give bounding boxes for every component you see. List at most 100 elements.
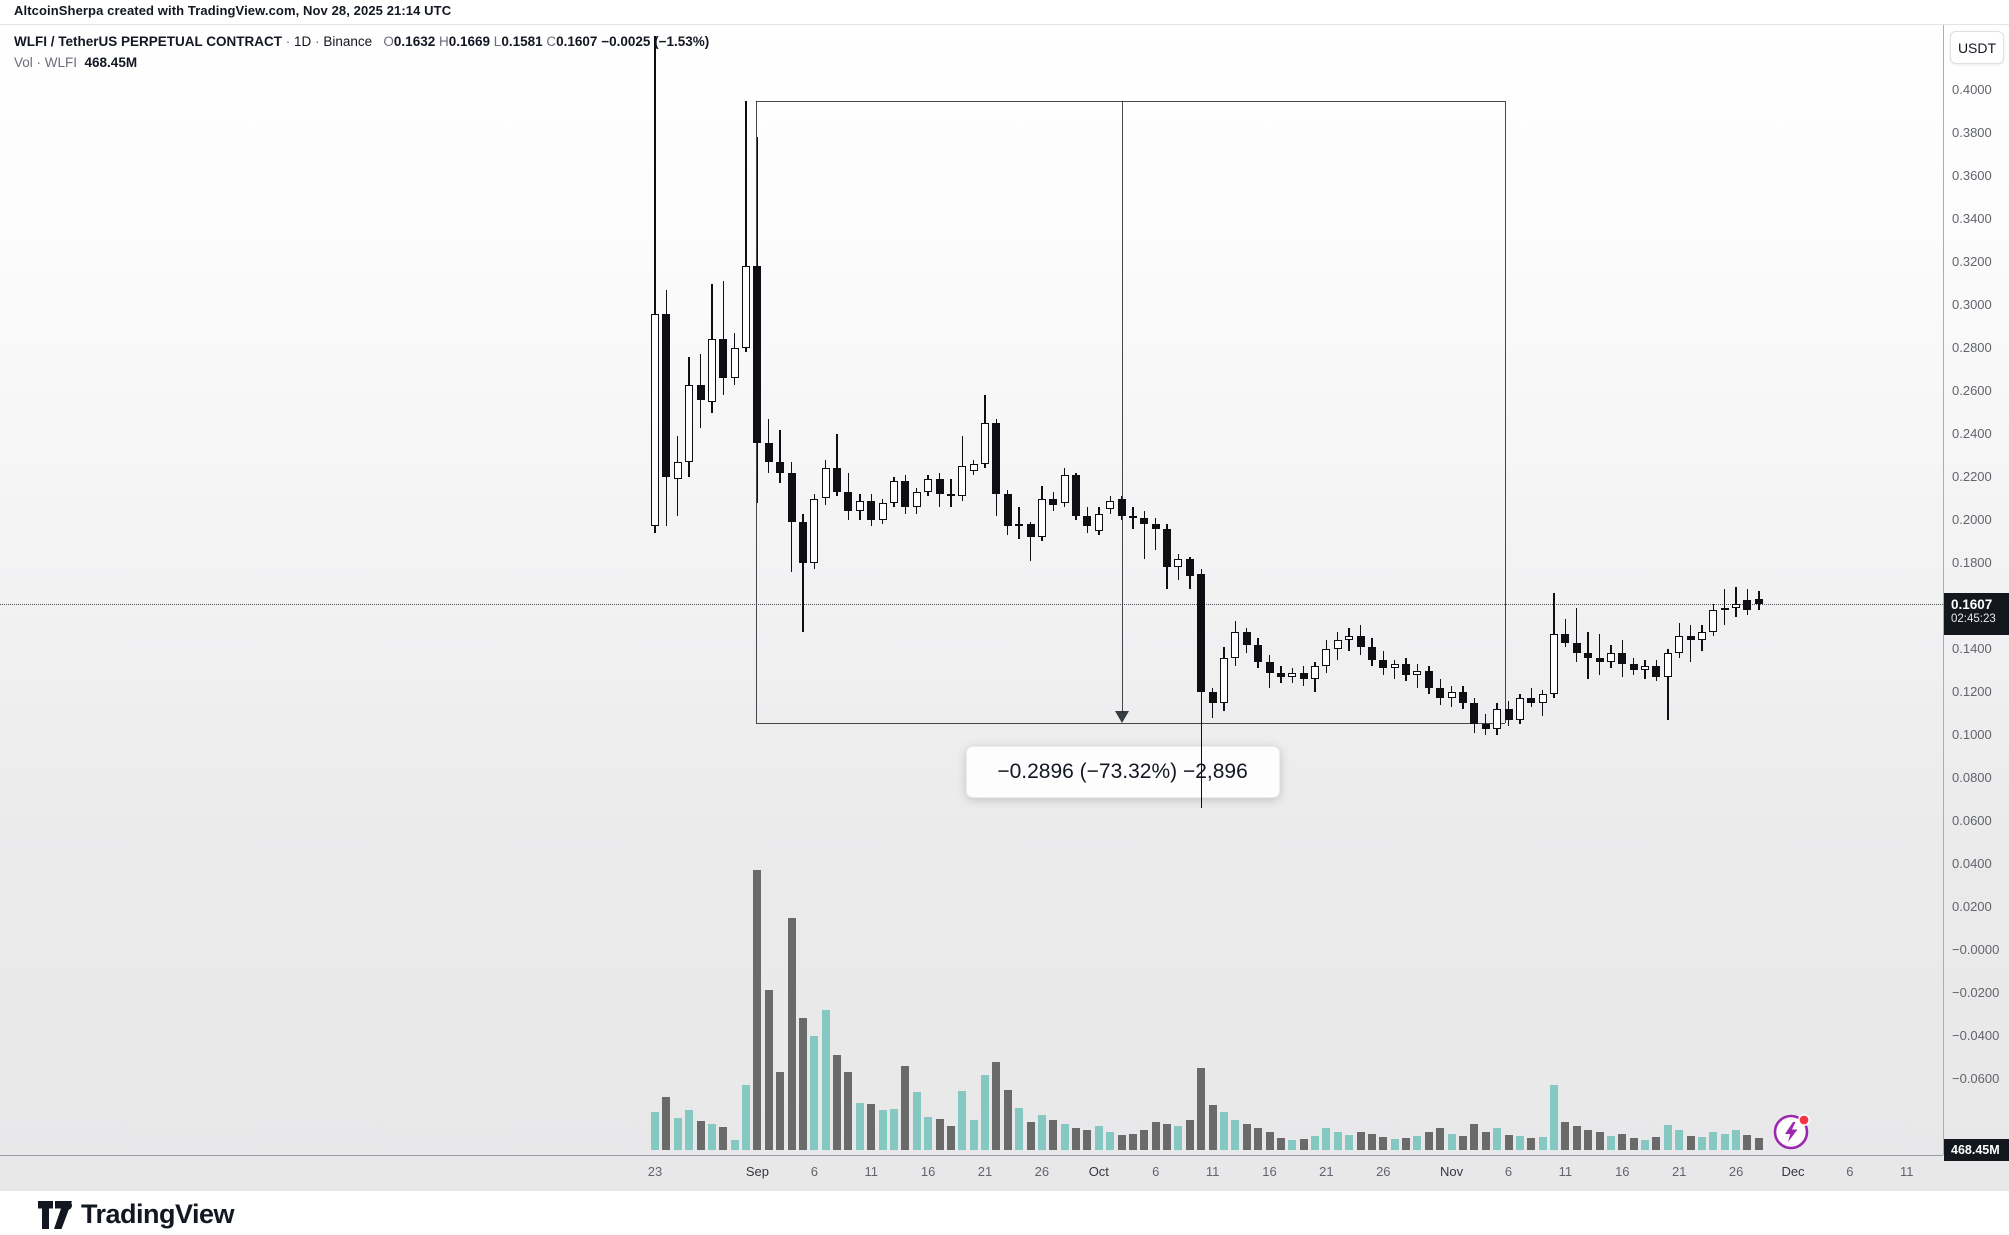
candle	[946, 494, 955, 497]
volume-bar	[719, 1127, 728, 1150]
candle	[1037, 498, 1046, 538]
candle	[878, 502, 887, 520]
volume-bar	[1720, 1134, 1729, 1150]
price-tick-label: 0.2800	[1952, 340, 1992, 355]
volume-bar	[969, 1120, 978, 1150]
tradingview-logo[interactable]: TradingView	[38, 1199, 235, 1230]
symbol-legend: WLFI / TetherUS PERPETUAL CONTRACT · 1D …	[14, 31, 709, 73]
candle	[1538, 694, 1547, 703]
volume-bar	[1037, 1115, 1046, 1150]
candle	[1595, 657, 1604, 662]
candle	[673, 461, 682, 480]
volume-bar	[1743, 1135, 1752, 1150]
candle	[992, 423, 1001, 495]
candle	[1208, 692, 1217, 703]
candle-wick	[1029, 522, 1032, 561]
candle-wick	[654, 36, 656, 533]
volume-bar	[992, 1062, 1001, 1150]
volume-bar	[935, 1119, 944, 1150]
volume-bar	[673, 1118, 682, 1150]
candle	[1140, 517, 1149, 525]
candle-wick	[1576, 608, 1578, 662]
candle	[1220, 657, 1228, 703]
candle	[1618, 653, 1627, 665]
price-tick-label: 0.0400	[1952, 856, 1992, 871]
currency-toggle-button[interactable]: USDT	[1950, 31, 2004, 64]
candle	[969, 464, 978, 471]
candle	[855, 500, 864, 512]
candle	[1106, 500, 1115, 510]
volume-bar	[1493, 1128, 1502, 1150]
time-tick-label: Sep	[745, 1164, 769, 1179]
last-price-badge: 0.1607 02:45:23	[1944, 593, 2009, 635]
volume-bar	[1333, 1132, 1342, 1150]
measure-rect-bottom	[756, 723, 1506, 725]
candle	[1322, 649, 1331, 667]
candle	[662, 313, 671, 477]
candle	[1356, 636, 1365, 647]
volume-bar	[1413, 1136, 1422, 1150]
candle	[1515, 698, 1524, 720]
volume-bar	[1436, 1128, 1445, 1150]
volume-bar	[787, 918, 796, 1150]
volume-bar	[707, 1124, 716, 1150]
volume-bar	[1697, 1137, 1706, 1150]
candle	[867, 500, 876, 520]
price-tick-label: 0.1400	[1952, 641, 1992, 656]
volume-bar	[1311, 1136, 1320, 1150]
candle	[1436, 687, 1445, 699]
price-tick-label: 0.2200	[1952, 469, 1992, 484]
flash-streak-icon[interactable]	[1772, 1111, 1812, 1151]
measure-label[interactable]: −0.2896 (−73.32%) −2,896	[965, 746, 1280, 798]
volume-bar	[1732, 1130, 1741, 1150]
volume-bar	[1538, 1137, 1547, 1150]
volume-bar	[1072, 1128, 1081, 1150]
price-axis[interactable]: USDT 0.4000 0.3800 0.3600 0.3400 0.3200 0.300…	[1943, 24, 2009, 1161]
volume-bar	[1106, 1132, 1115, 1150]
price-tick-label: 0.3000	[1952, 297, 1992, 312]
candle	[787, 472, 796, 523]
candle	[1743, 599, 1752, 611]
candle	[1072, 474, 1081, 516]
volume-row: Vol · WLFI 468.45M	[14, 52, 709, 73]
volume-bar	[889, 1109, 898, 1150]
candle-wick	[1177, 554, 1180, 581]
volume-badge: 468.45M	[1944, 1139, 2009, 1161]
volume-bar	[1026, 1122, 1035, 1150]
volume-bar	[1584, 1130, 1593, 1150]
volume-bar	[1390, 1139, 1399, 1150]
candle	[1709, 610, 1718, 632]
volume-bar	[685, 1110, 694, 1150]
candle-wick	[1018, 507, 1020, 540]
volume-bar	[1481, 1132, 1490, 1150]
candle	[1584, 653, 1593, 658]
candle	[935, 479, 944, 495]
candle	[1493, 709, 1502, 729]
time-axis[interactable]: 23 Sep 6 11 16 21 26 Oct 6 11 16 21 26 Nov 6 11 16 21 26 De…	[0, 1155, 1943, 1191]
volume-bar	[1675, 1130, 1684, 1150]
interval-label: 1D	[294, 34, 312, 49]
candle	[651, 313, 659, 527]
volume-bar	[946, 1126, 955, 1150]
candle	[1686, 636, 1695, 641]
candle-wick	[1564, 618, 1567, 647]
volume-bar	[776, 1072, 785, 1150]
price-tick-label: 0.1200	[1952, 684, 1992, 699]
price-tick-label: 0.1000	[1952, 727, 1992, 742]
chart-pane[interactable]: −0.2896 (−73.32%) −2,896	[0, 24, 1943, 1155]
candle	[981, 423, 990, 465]
price-tick-label: 0.1800	[1952, 555, 1992, 570]
volume-bar	[855, 1103, 864, 1150]
measure-rect-right	[1505, 100, 1507, 724]
candle	[1629, 664, 1638, 671]
candle	[1060, 474, 1069, 503]
candle	[1527, 698, 1536, 703]
candle	[1083, 515, 1092, 527]
candle	[696, 384, 705, 400]
price-tick-label: 0.3400	[1952, 211, 1992, 226]
candle	[764, 442, 773, 462]
volume-bar	[1208, 1105, 1217, 1150]
volume-bar	[1197, 1068, 1206, 1150]
candle-wick	[1416, 664, 1419, 688]
price-tick-label: 0.0800	[1952, 770, 1992, 785]
